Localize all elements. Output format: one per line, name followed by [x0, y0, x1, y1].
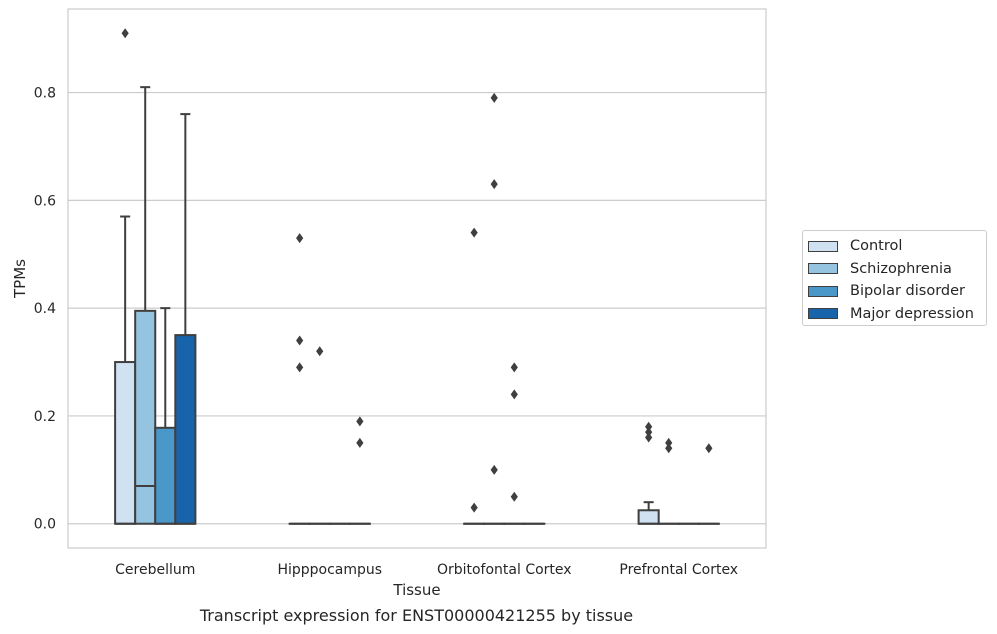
y-tick-label: 0.4: [34, 301, 56, 317]
y-tick-label: 0.6: [34, 193, 56, 209]
legend-item: Major depression: [808, 303, 986, 326]
box-control: [463, 227, 486, 525]
box-rect: [134, 309, 157, 525]
box-rect: [174, 334, 197, 525]
legend-swatch: [808, 240, 838, 252]
box-schizophrenia: [134, 86, 157, 525]
outlier-point: [356, 416, 364, 427]
box-schizophrenia: [483, 92, 506, 525]
y-tick-label: 0.8: [34, 86, 56, 102]
outlier-point: [490, 92, 498, 103]
y-axis-label: TPMs: [11, 259, 29, 299]
box-rect: [114, 361, 137, 525]
outlier-point: [356, 437, 364, 448]
plot-frame: [67, 8, 767, 549]
y-axis-ticks: 0.0 0.2 0.4 0.6 0.8: [34, 86, 56, 533]
outlier-point: [510, 491, 518, 502]
box-control: [637, 421, 660, 525]
legend: Control Schizophrenia Bipolar disorder Majo…: [802, 230, 987, 326]
box-major-depression: [174, 113, 197, 525]
box-rect: [637, 509, 660, 525]
y-tick-label: 0.0: [34, 517, 56, 533]
outlier-point: [645, 427, 653, 438]
box-control: [288, 233, 311, 525]
outlier-point: [645, 421, 653, 432]
x-tick-label: Hipppocampus: [277, 562, 382, 578]
legend-item: Bipolar disorder: [808, 280, 986, 303]
outlier-point: [296, 335, 304, 346]
box-bipolar-disorder: [503, 362, 526, 525]
legend-swatch: [808, 263, 838, 275]
outlier-point: [296, 362, 304, 373]
x-tick-label: Cerebellum: [115, 562, 195, 578]
x-axis-label: Tissue: [392, 581, 440, 599]
legend-label: Major depression: [850, 305, 974, 322]
outlier-point: [470, 227, 478, 238]
outlier-point: [665, 437, 673, 448]
x-tick-label: Prefrontal Cortex: [619, 562, 738, 578]
outlier-point: [490, 179, 498, 190]
x-axis-ticks: Cerebellum Hipppocampus Orbitofontal Corte…: [115, 562, 738, 578]
boxes: [114, 28, 720, 525]
outlier-point: [510, 389, 518, 400]
legend-swatch: [808, 285, 838, 297]
legend-item: Control: [808, 235, 986, 258]
outlier-point: [296, 233, 304, 244]
box-schizophrenia: [657, 437, 680, 525]
legend-swatch: [808, 308, 838, 320]
box-bipolar-disorder: [154, 307, 177, 525]
legend-label: Schizophrenia: [850, 260, 952, 277]
box-major-depression: [348, 416, 371, 525]
outlier-point: [705, 443, 713, 454]
legend-label: Control: [850, 238, 903, 255]
outlier-point: [470, 502, 478, 513]
legend-item: Schizophrenia: [808, 258, 986, 281]
box-control: [114, 28, 137, 525]
y-tick-label: 0.2: [34, 409, 56, 425]
box-major-depression: [697, 443, 720, 525]
outlier-point: [645, 432, 653, 443]
outlier-point: [316, 346, 324, 357]
box-schizophrenia: [308, 346, 331, 525]
x-tick-label: Orbitofontal Cortex: [437, 562, 572, 578]
outlier-point: [490, 464, 498, 475]
outlier-point: [121, 28, 129, 39]
box-rect: [154, 426, 177, 525]
chart-caption: Transcript expression for ENST0000042125…: [199, 606, 634, 625]
outlier-point: [665, 443, 673, 454]
legend-label: Bipolar disorder: [850, 283, 965, 300]
outlier-point: [510, 362, 518, 373]
